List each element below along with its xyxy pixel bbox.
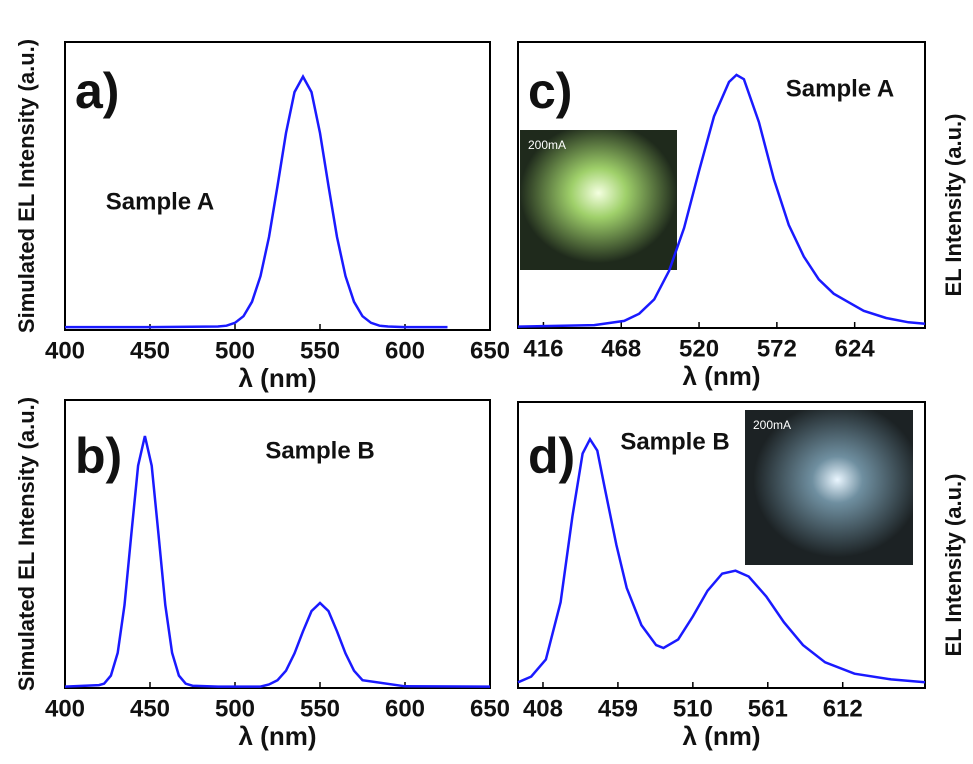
x-tick-label: 416 — [523, 335, 563, 362]
spectrum-line — [517, 436, 926, 684]
x-tick-label: 400 — [45, 337, 85, 364]
x-tick-label: 572 — [757, 335, 797, 362]
plot-frame — [64, 41, 491, 331]
spectrum-line — [517, 73, 926, 328]
x-tick-label: 500 — [215, 695, 255, 722]
sample-annotation: Sample B — [620, 428, 729, 455]
sample-annotation: Sample A — [106, 188, 214, 215]
sample-annotation: Sample B — [265, 437, 374, 464]
x-tick-label: 650 — [470, 695, 510, 722]
y-axis-label: Simulated EL Intensity (a.u.) — [14, 397, 39, 691]
x-tick-label: 520 — [679, 335, 719, 362]
spectrum-line — [64, 435, 491, 688]
sample-annotation: Sample A — [786, 75, 894, 102]
x-tick-label: 400 — [45, 695, 85, 722]
panel-label: b) — [75, 428, 122, 484]
inset-photo — [520, 130, 677, 270]
y-axis-label: EL Intensity (a.u.) — [941, 474, 966, 657]
x-axis-label: λ (nm) — [239, 363, 317, 393]
x-tick-label: 561 — [748, 695, 788, 722]
x-tick-label: 408 — [523, 695, 563, 722]
x-axis-label: λ (nm) — [683, 361, 761, 391]
panel-label: a) — [75, 63, 119, 119]
inset-photo — [745, 410, 913, 565]
inset-label: 200mA — [753, 418, 791, 432]
x-tick-label: 550 — [300, 337, 340, 364]
x-tick-label: 459 — [598, 695, 638, 722]
x-tick-label: 550 — [300, 695, 340, 722]
x-tick-label: 450 — [130, 695, 170, 722]
x-tick-label: 612 — [823, 695, 863, 722]
panel-label: c) — [528, 63, 572, 119]
x-tick-label: 450 — [130, 337, 170, 364]
plot-frame — [64, 399, 491, 689]
plot-frame — [517, 401, 926, 689]
x-tick-label: 500 — [215, 337, 255, 364]
plot-frame — [517, 41, 926, 329]
x-tick-label: 650 — [470, 337, 510, 364]
panel-label: d) — [528, 428, 575, 484]
y-axis-label: Simulated EL Intensity (a.u.) — [14, 39, 39, 333]
spectrum-line — [65, 74, 448, 329]
x-axis-label: λ (nm) — [239, 721, 317, 751]
inset-label: 200mA — [528, 138, 566, 152]
x-tick-label: 600 — [385, 695, 425, 722]
x-tick-label: 624 — [835, 335, 876, 362]
y-axis-label: EL Intensity (a.u.) — [941, 114, 966, 297]
x-tick-label: 510 — [673, 695, 713, 722]
x-tick-label: 468 — [601, 335, 641, 362]
x-tick-label: 600 — [385, 337, 425, 364]
x-axis-label: λ (nm) — [683, 721, 761, 751]
